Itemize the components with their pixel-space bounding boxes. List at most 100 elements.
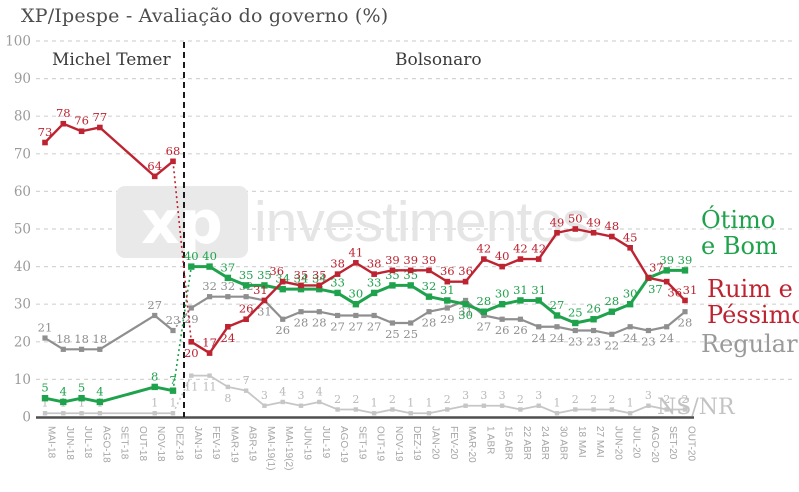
svg-text:25: 25 <box>568 306 583 320</box>
svg-text:34: 34 <box>294 272 309 286</box>
svg-text:28: 28 <box>678 316 693 330</box>
svg-text:22 ABR: 22 ABR <box>521 426 532 460</box>
svg-text:27: 27 <box>367 319 382 333</box>
svg-text:1: 1 <box>407 397 414 410</box>
svg-text:32: 32 <box>422 279 437 293</box>
svg-text:3: 3 <box>297 389 304 402</box>
svg-text:5: 5 <box>78 381 85 395</box>
svg-text:49: 49 <box>586 215 601 229</box>
svg-text:OUT-19: OUT-19 <box>375 426 386 461</box>
svg-text:MAR-19: MAR-19 <box>228 426 239 463</box>
svg-text:30: 30 <box>349 287 364 301</box>
svg-text:26: 26 <box>513 323 528 337</box>
svg-text:18: 18 <box>93 332 108 346</box>
svg-text:OUT-20: OUT-20 <box>685 426 696 461</box>
svg-text:39: 39 <box>403 253 418 267</box>
svg-text:28: 28 <box>422 316 437 330</box>
svg-text:10: 10 <box>14 372 31 388</box>
svg-text:MAI-18: MAI-18 <box>46 426 57 459</box>
svg-text:JUL-18: JUL-18 <box>82 426 93 459</box>
svg-text:23: 23 <box>641 335 656 349</box>
svg-text:28: 28 <box>312 316 327 330</box>
svg-text:1: 1 <box>151 397 158 410</box>
series-label-otimo-e-bom: Ótimo e Bom <box>701 206 778 261</box>
svg-text:JUL-19: JUL-19 <box>320 426 331 459</box>
svg-text:36: 36 <box>667 286 682 300</box>
svg-text:23: 23 <box>166 313 181 327</box>
period-label-temer: Michel Temer <box>52 50 171 70</box>
svg-text:JUL-20: JUL-20 <box>631 426 642 459</box>
svg-text:60: 60 <box>14 184 31 200</box>
svg-text:2: 2 <box>590 393 597 406</box>
svg-text:4: 4 <box>279 385 286 398</box>
svg-text:2: 2 <box>389 393 396 406</box>
svg-text:28: 28 <box>477 294 492 308</box>
svg-text:73: 73 <box>38 125 53 139</box>
svg-text:3: 3 <box>499 389 506 402</box>
svg-text:32: 32 <box>202 279 217 293</box>
svg-text:3: 3 <box>535 389 542 402</box>
svg-text:25: 25 <box>385 327 400 341</box>
svg-text:11: 11 <box>203 381 217 394</box>
svg-text:90: 90 <box>14 71 31 87</box>
svg-text:3: 3 <box>645 389 652 402</box>
svg-text:40: 40 <box>495 249 510 263</box>
svg-text:41: 41 <box>349 245 364 259</box>
svg-text:15 ABR: 15 ABR <box>503 426 514 460</box>
svg-text:17: 17 <box>202 336 217 350</box>
svg-text:1: 1 <box>169 397 176 410</box>
svg-text:38: 38 <box>367 257 382 271</box>
svg-text:8: 8 <box>151 369 158 383</box>
svg-text:3: 3 <box>462 389 469 402</box>
svg-text:35: 35 <box>312 268 327 282</box>
svg-text:7: 7 <box>243 374 250 387</box>
svg-text:AGO-18: AGO-18 <box>100 426 111 463</box>
svg-text:30 ABR: 30 ABR <box>557 426 568 460</box>
svg-text:24: 24 <box>531 331 546 345</box>
svg-text:1: 1 <box>42 397 49 410</box>
svg-text:26: 26 <box>586 302 601 316</box>
svg-text:37: 37 <box>649 260 664 274</box>
svg-text:36: 36 <box>269 264 284 278</box>
svg-text:18 MAI: 18 MAI <box>576 426 587 458</box>
svg-text:31: 31 <box>253 283 268 297</box>
svg-text:SET-18: SET-18 <box>119 426 130 460</box>
svg-text:4: 4 <box>316 385 323 398</box>
svg-text:40: 40 <box>202 249 217 263</box>
svg-text:31: 31 <box>683 283 698 297</box>
svg-text:36: 36 <box>458 264 473 278</box>
svg-text:64: 64 <box>147 159 162 173</box>
svg-text:35: 35 <box>294 268 309 282</box>
svg-text:4: 4 <box>60 384 67 398</box>
svg-text:50: 50 <box>568 212 583 226</box>
svg-text:33: 33 <box>330 275 345 289</box>
svg-text:31: 31 <box>440 283 455 297</box>
svg-text:2: 2 <box>352 393 359 406</box>
svg-text:JAN-20: JAN-20 <box>429 426 440 460</box>
svg-text:22: 22 <box>605 338 620 352</box>
svg-text:NOV-19: NOV-19 <box>393 426 404 462</box>
svg-text:investimentos: investimentos <box>254 190 590 254</box>
svg-text:18: 18 <box>74 332 89 346</box>
svg-text:48: 48 <box>605 219 620 233</box>
svg-text:20: 20 <box>184 346 199 360</box>
svg-text:OUT-18: OUT-18 <box>137 426 148 461</box>
svg-text:24 ABR: 24 ABR <box>539 426 550 460</box>
svg-text:JUN-19: JUN-19 <box>301 426 312 460</box>
svg-text:76: 76 <box>74 114 89 128</box>
svg-text:8: 8 <box>224 392 231 405</box>
svg-text:38: 38 <box>330 257 345 271</box>
svg-text:FEV-20: FEV-20 <box>448 426 459 460</box>
svg-text:2: 2 <box>681 393 688 406</box>
svg-text:24: 24 <box>550 331 565 345</box>
svg-text:39: 39 <box>659 253 674 267</box>
svg-text:1: 1 <box>78 397 85 410</box>
svg-text:30: 30 <box>458 308 473 322</box>
svg-text:30: 30 <box>14 297 31 313</box>
svg-text:26: 26 <box>495 323 510 337</box>
svg-text:28: 28 <box>605 294 620 308</box>
svg-text:1: 1 <box>627 397 634 410</box>
svg-text:24: 24 <box>659 331 674 345</box>
svg-text:50: 50 <box>14 222 31 238</box>
